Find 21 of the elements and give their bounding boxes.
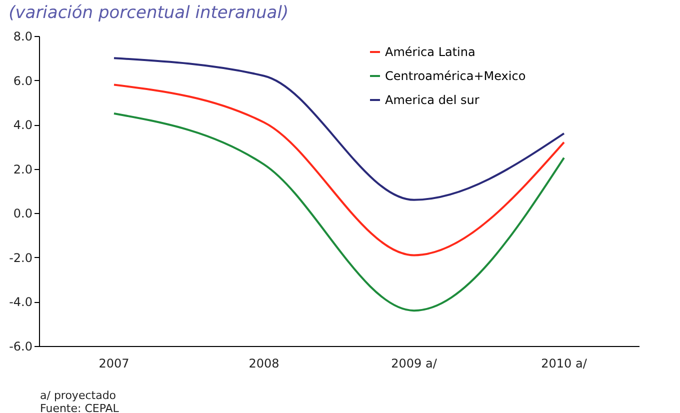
y-tick-label: 6.0 [13, 74, 32, 88]
y-tick-label: 4.0 [13, 118, 32, 132]
y-tick-label: 2.0 [13, 162, 32, 176]
line-series [113, 57, 565, 201]
y-tick-label: 0.0 [13, 206, 32, 221]
y-tick-label: 8.0 [13, 30, 32, 44]
legend-label: América Latina [385, 45, 476, 59]
x-tick-label: 2007 [98, 356, 130, 370]
line-series [113, 84, 565, 256]
source-note: Fuente: CEPAL [40, 402, 120, 413]
legend-label: Centroamérica+Mexico [385, 69, 526, 83]
text: a/ proyectado [40, 389, 118, 402]
y-tick-label: -2.0 [9, 250, 32, 265]
legend-label: America del sur [385, 93, 480, 107]
x-tick-label: 2008 [248, 356, 280, 370]
line-series [113, 112, 565, 312]
x-tick-label: 2009 a/ [391, 356, 438, 370]
y-tick-label: -6.0 [9, 340, 32, 354]
chart-subtitle: (variación porcentual interanual) [8, 3, 289, 23]
x-tick-label: 2010 a/ [541, 356, 588, 370]
y-tick-label: -4.0 [9, 295, 32, 310]
